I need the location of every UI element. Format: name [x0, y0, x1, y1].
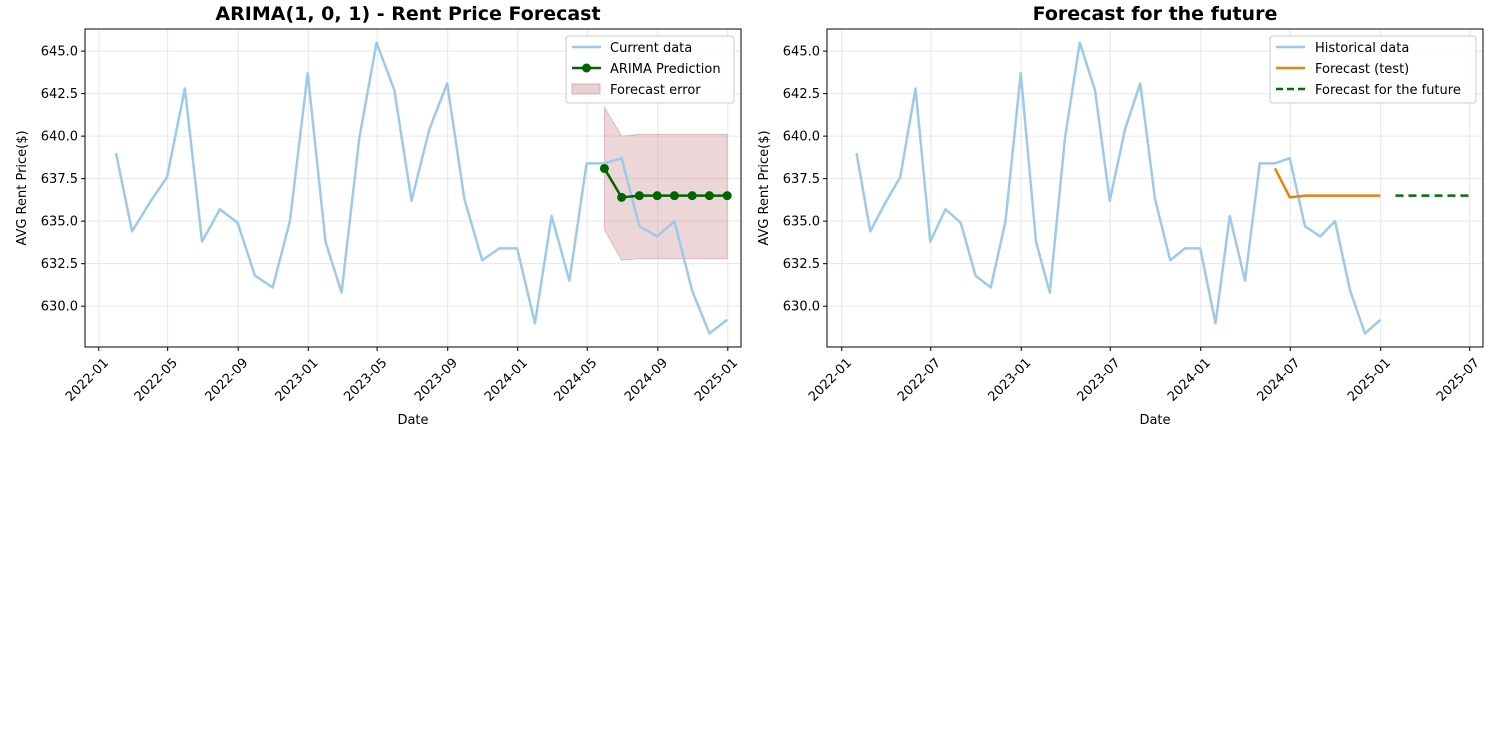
- y-tick-label: 640.0: [41, 130, 78, 145]
- y-tick-label: 632.5: [41, 257, 78, 272]
- y-tick-label: 645.0: [783, 45, 820, 60]
- y-axis-ticks: 630.0 632.5 635.0 637.5 640.0 642.5 645.0: [783, 45, 827, 315]
- arima-prediction-point: [704, 191, 714, 201]
- legend-forecast-test: Forecast (test): [1315, 62, 1409, 77]
- legend-current-data: Current data: [610, 41, 692, 56]
- series: [114, 41, 732, 335]
- forecast-error-area: [603, 105, 728, 261]
- y-axis-label: AVG Rent Price($): [15, 130, 30, 245]
- legend-arima-prediction: ARIMA Prediction: [610, 62, 721, 77]
- series: [855, 41, 1470, 335]
- y-tick-label: 630.0: [783, 300, 820, 315]
- arima-prediction-point: [669, 191, 679, 201]
- chart-title: ARIMA(1, 0, 1) - Rent Price Forecast: [215, 3, 600, 25]
- y-tick-label: 635.0: [41, 215, 78, 230]
- legend-forecast-error: Forecast error: [610, 83, 701, 98]
- y-tick-label: 635.0: [783, 215, 820, 230]
- legend: Historical data Forecast (test) Forecast…: [1269, 35, 1477, 104]
- legend: Current data ARIMA Prediction Forecast e…: [565, 35, 735, 104]
- y-tick-label: 642.5: [783, 87, 820, 102]
- y-axis-ticks: 630.0 632.5 635.0 637.5 640.0 642.5 645.0: [41, 45, 85, 315]
- legend-box: [565, 35, 735, 104]
- arima-prediction-point: [599, 163, 609, 173]
- legend-box: [1269, 35, 1477, 104]
- historical-data-line: [855, 41, 1382, 335]
- plot-frame: [84, 28, 742, 348]
- arima-prediction-point: [687, 191, 697, 201]
- arima-prediction-point: [634, 191, 644, 201]
- arima-prediction-point: [722, 191, 732, 201]
- y-tick-label: 637.5: [41, 172, 78, 187]
- legend-future-forecast: Forecast for the future: [1315, 83, 1461, 98]
- plot-frame: [826, 28, 1484, 348]
- x-axis-label: Date: [397, 413, 428, 428]
- y-tick-label: 645.0: [41, 45, 78, 60]
- y-axis-label: AVG Rent Price($): [757, 130, 772, 245]
- arima-prediction-point: [652, 191, 662, 201]
- x-axis-label: Date: [1139, 413, 1170, 428]
- legend-forecast-error-swatch: [571, 83, 601, 95]
- arima-prediction-point: [617, 192, 627, 202]
- current-data-line: [114, 41, 728, 335]
- y-tick-label: 630.0: [41, 300, 78, 315]
- grid: [85, 29, 741, 347]
- y-tick-label: 637.5: [783, 172, 820, 187]
- forecast-error-band: [603, 105, 728, 261]
- y-tick-label: 632.5: [783, 257, 820, 272]
- chart-title: Forecast for the future: [1033, 3, 1278, 25]
- grid: [827, 29, 1483, 347]
- forecast-test-line: [1273, 167, 1381, 199]
- legend-historical-data: Historical data: [1315, 41, 1409, 56]
- y-tick-label: 640.0: [783, 130, 820, 145]
- y-tick-label: 642.5: [41, 87, 78, 102]
- legend-arima-prediction-marker: [582, 63, 591, 73]
